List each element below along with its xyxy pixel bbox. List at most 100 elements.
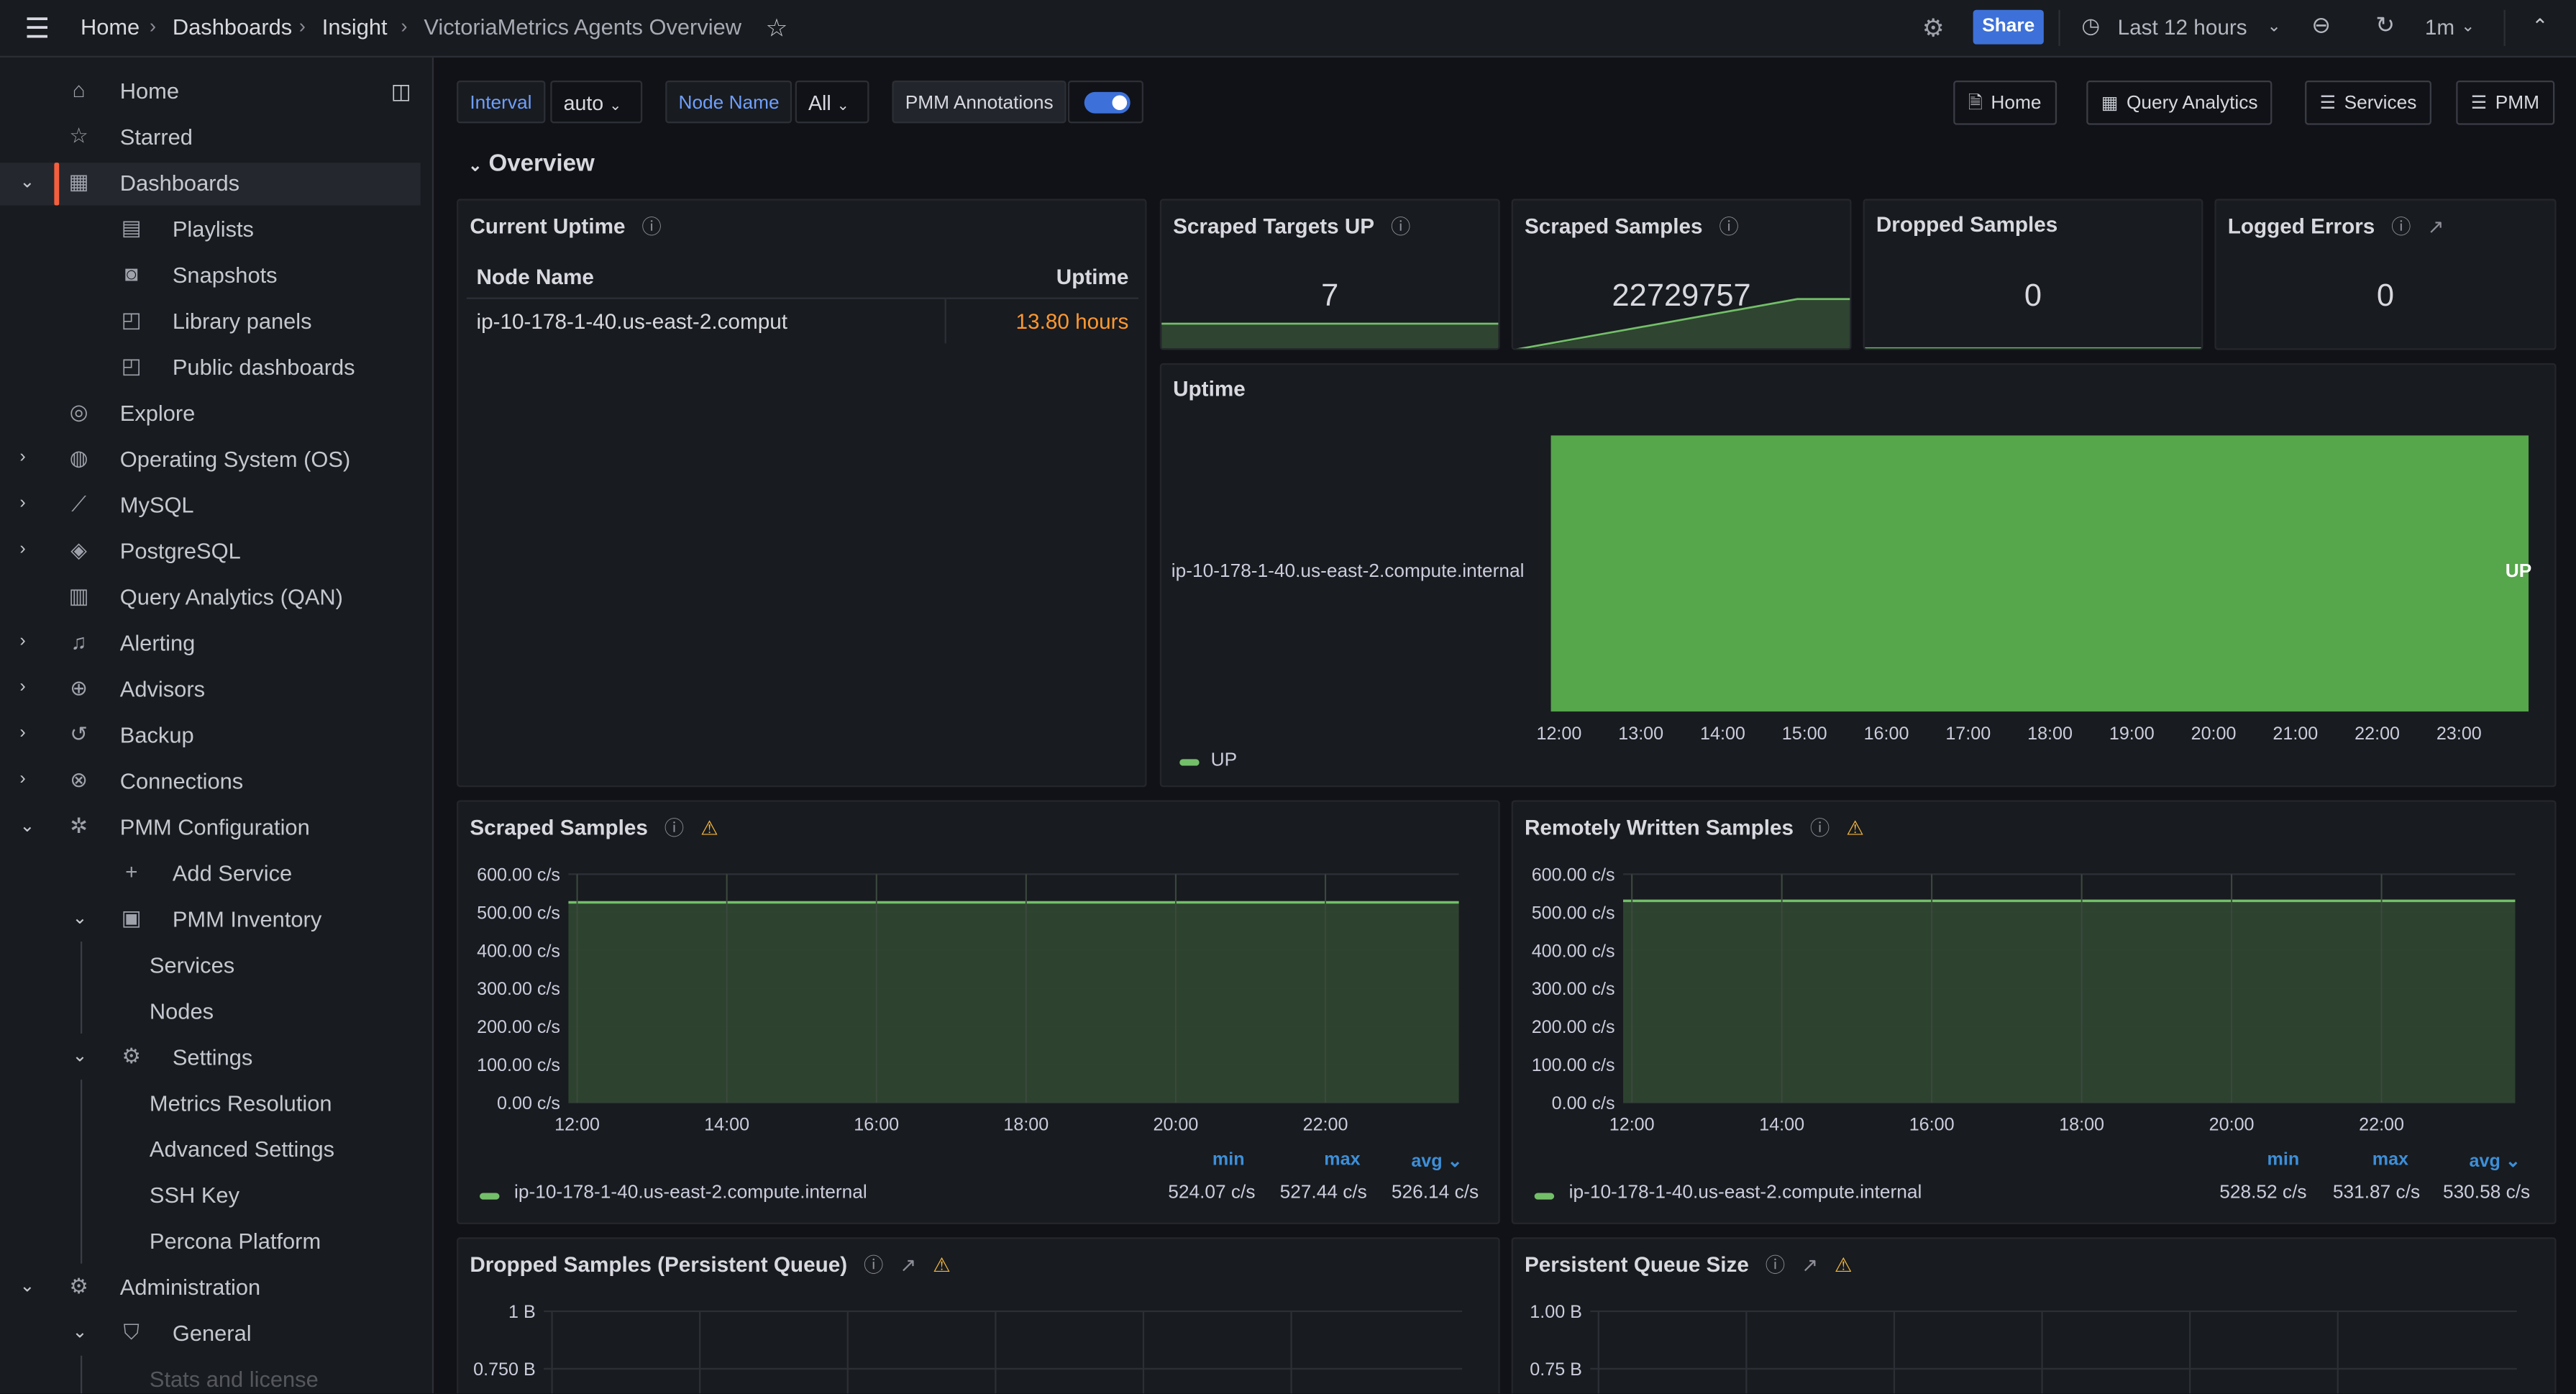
column-header-uptime[interactable]: Uptime: [946, 256, 1139, 299]
sidebar-item-library-panels[interactable]: ◰ Library panels: [0, 301, 421, 343]
sidebar-item-starred[interactable]: ☆ Starred: [0, 117, 421, 159]
share-button[interactable]: Share: [1973, 9, 2044, 45]
chevron-down-icon[interactable]: ⌄: [19, 816, 35, 837]
sidebar-item-snapshots[interactable]: ◙ Snapshots: [0, 255, 421, 297]
sidebar-item-advanced-settings[interactable]: Advanced Settings: [0, 1129, 421, 1171]
sidebar-item-playlists[interactable]: ▤ Playlists: [0, 209, 421, 251]
refresh-interval-picker[interactable]: 1m: [2424, 14, 2455, 40]
link-query-analytics[interactable]: ▦ Query Analytics: [2086, 80, 2273, 125]
chevron-down-icon[interactable]: ⌄: [72, 1047, 88, 1067]
sidebar-item-postgresql[interactable]: › ◈ PostgreSQL: [0, 531, 421, 573]
chevron-right-icon[interactable]: ›: [19, 447, 26, 467]
sidebar-item-general[interactable]: ⌄ ⛉ General: [0, 1313, 421, 1355]
sidebar-item-public-dashboards[interactable]: ◰ Public dashboards: [0, 347, 421, 389]
y-tick-label: 500.00 c/s: [477, 903, 560, 923]
legend-swatch: [480, 1193, 500, 1200]
chevron-down-icon[interactable]: ⌄: [72, 1322, 88, 1343]
interval-select[interactable]: auto ⌄: [550, 80, 643, 124]
chevron-down-icon[interactable]: ⌄: [19, 172, 35, 193]
sidebar-item-administration[interactable]: ⌄ ⚙ Administration: [0, 1267, 421, 1309]
legend-label[interactable]: ip-10-178-1-40.us-east-2.compute.interna…: [514, 1183, 867, 1203]
sparkline: [1516, 298, 1850, 349]
sidebar-item-metrics-resolution[interactable]: Metrics Resolution: [0, 1083, 421, 1125]
sidebar-item-label: Advanced Settings: [149, 1136, 335, 1162]
sidebar-item-settings[interactable]: ⌄ ⚙ Settings: [0, 1037, 421, 1079]
chevron-right-icon[interactable]: ›: [19, 677, 26, 697]
sidebar-item-services[interactable]: Services: [0, 945, 421, 988]
sidebar-item-operating-system-os[interactable]: › ◍ Operating System (OS): [0, 439, 421, 481]
sidebar-item-mysql[interactable]: › ⟋ MySQL: [0, 485, 421, 527]
external-link-icon[interactable]: ↗: [1801, 1254, 1819, 1277]
chevron-down-icon[interactable]: ⌄: [72, 908, 88, 929]
link-services[interactable]: ☰ Services: [2305, 80, 2431, 125]
sidebar-item-pmm-configuration[interactable]: ⌄ ✲ PMM Configuration: [0, 807, 421, 849]
chevron-down-icon[interactable]: ⌄: [19, 1277, 35, 1297]
link-home[interactable]: 🗎 Home: [1953, 80, 2057, 125]
time-range-picker[interactable]: Last 12 hours: [2117, 14, 2247, 40]
chevron-up-icon[interactable]: ⌃: [2531, 14, 2549, 38]
sidebar-item-connections[interactable]: › ⊗ Connections: [0, 761, 421, 803]
column-header-node-name[interactable]: Node Name: [466, 256, 946, 299]
sidebar-item-query-analytics-qan[interactable]: ▥ Query Analytics (QAN): [0, 577, 421, 619]
sidebar-item-ssh-key[interactable]: SSH Key: [0, 1175, 421, 1217]
warning-icon[interactable]: ⚠: [700, 816, 718, 840]
row-overview[interactable]: ⌄ Overview: [468, 151, 595, 178]
info-icon[interactable]: ⓘ: [1719, 215, 1739, 239]
sidebar-item-backup[interactable]: › ↺ Backup: [0, 715, 421, 757]
sidebar-item-label: General: [172, 1321, 252, 1346]
legend-header-min[interactable]: min: [2267, 1150, 2300, 1170]
warning-icon[interactable]: ⚠: [1846, 816, 1864, 840]
breadcrumb-insight[interactable]: Insight: [321, 14, 388, 40]
sidebar-item-alerting[interactable]: › ♫ Alerting: [0, 623, 421, 665]
sidebar-item-percona-platform[interactable]: Percona Platform: [0, 1221, 421, 1263]
sidebar-item-pmm-inventory[interactable]: ⌄ ▣ PMM Inventory: [0, 899, 421, 942]
chevron-right-icon[interactable]: ›: [19, 493, 26, 513]
link-pmm[interactable]: ☰ PMM: [2456, 80, 2554, 125]
legend-header-avg[interactable]: avg ⌄: [2469, 1152, 2521, 1172]
info-icon[interactable]: ⓘ: [864, 1254, 884, 1277]
sidebar-item-home[interactable]: ⌂ Home: [0, 70, 421, 113]
breadcrumb-dashboards[interactable]: Dashboards: [172, 14, 293, 40]
legend-label[interactable]: UP: [1210, 750, 1238, 771]
dock-menu-icon[interactable]: ◫: [390, 78, 411, 104]
zoom-out-icon[interactable]: ⊖: [2311, 11, 2331, 38]
warning-icon[interactable]: ⚠: [933, 1254, 951, 1277]
sidebar-item-stats-and-license[interactable]: Stats and license: [0, 1359, 421, 1393]
chevron-right-icon[interactable]: ›: [19, 539, 26, 559]
info-icon[interactable]: ⓘ: [664, 816, 685, 840]
sidebar-item-nodes[interactable]: Nodes: [0, 991, 421, 1034]
menu-icon[interactable]: ☰: [24, 13, 50, 45]
external-link-icon[interactable]: ↗: [2427, 215, 2444, 239]
sidebar-item-dashboards[interactable]: ⌄ ▦ Dashboards: [0, 163, 421, 206]
node-name-select[interactable]: All ⌄: [795, 80, 869, 124]
legend-header-min[interactable]: min: [1212, 1150, 1245, 1170]
refresh-icon[interactable]: ↻: [2375, 11, 2395, 38]
chevron-right-icon[interactable]: ›: [19, 769, 26, 789]
legend-header-avg[interactable]: avg ⌄: [1411, 1152, 1463, 1172]
info-icon[interactable]: ⓘ: [2391, 215, 2411, 239]
legend-min-value: 524.07 c/s: [1168, 1183, 1256, 1203]
external-link-icon[interactable]: ↗: [900, 1254, 917, 1277]
chevron-down-icon[interactable]: ⌄: [2461, 18, 2475, 37]
chevron-down-icon[interactable]: ⌄: [2267, 18, 2281, 37]
legend-header-max[interactable]: max: [2372, 1150, 2409, 1170]
sidebar-item-label: Settings: [172, 1044, 253, 1070]
star-icon[interactable]: ☆: [765, 14, 788, 43]
link-label: Home: [1991, 94, 2042, 114]
legend-header-max[interactable]: max: [1324, 1150, 1361, 1170]
chevron-right-icon[interactable]: ›: [19, 723, 26, 743]
sidebar-item-advisors[interactable]: › ⊕ Advisors: [0, 669, 421, 711]
info-icon[interactable]: ⓘ: [641, 215, 662, 239]
warning-icon[interactable]: ⚠: [1834, 1254, 1853, 1277]
chevron-right-icon[interactable]: ›: [19, 631, 26, 651]
sidebar-item-add-service[interactable]: + Add Service: [0, 853, 421, 896]
x-tick-label: 13:00: [1618, 724, 1663, 744]
breadcrumb-home[interactable]: Home: [80, 14, 140, 40]
info-icon[interactable]: ⓘ: [1390, 215, 1411, 239]
info-icon[interactable]: ⓘ: [1809, 816, 1830, 840]
legend-label[interactable]: ip-10-178-1-40.us-east-2.compute.interna…: [1568, 1183, 1922, 1203]
info-icon[interactable]: ⓘ: [1765, 1254, 1786, 1277]
gear-icon[interactable]: ⚙: [1922, 14, 1945, 43]
pmm-annotations-toggle[interactable]: [1067, 80, 1143, 124]
sidebar-item-explore[interactable]: ◎ Explore: [0, 393, 421, 435]
